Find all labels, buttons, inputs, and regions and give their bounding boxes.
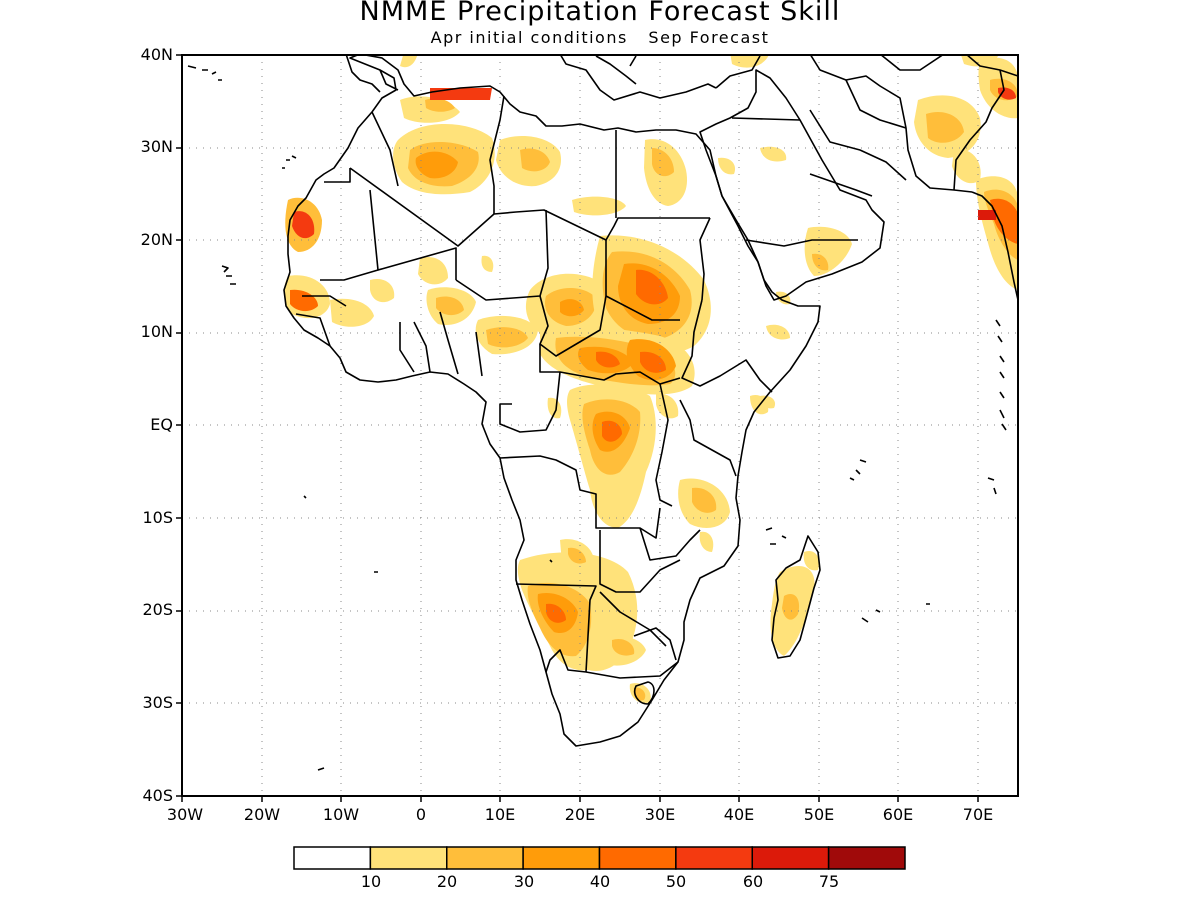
subtitle-initial-conditions: Apr initial conditions [430, 28, 628, 47]
lon-tick-label: 30W [166, 805, 204, 824]
lon-tick-label: 50E [803, 805, 835, 824]
colorbar-label: 60 [742, 872, 764, 891]
colorbar-swatch [598, 846, 677, 870]
lat-tick-label: 40N [140, 45, 173, 64]
colorbar-label: 40 [589, 872, 611, 891]
lon-tick-label: 40E [723, 805, 755, 824]
colorbar-swatch [751, 846, 830, 870]
colorbar [293, 846, 906, 870]
axis-ticks [176, 54, 979, 802]
lon-tick-label: 0 [415, 805, 427, 824]
chart-title: NMME Precipitation Forecast Skill [359, 0, 841, 27]
colorbar-label: 75 [818, 872, 840, 891]
colorbar-swatch [293, 846, 372, 870]
colorbar-label: 20 [436, 872, 458, 891]
colorbar-swatch [827, 846, 906, 870]
colorbar-swatch [675, 846, 753, 870]
colorbar-label: 10 [360, 872, 382, 891]
lat-tick-label: 30S [142, 693, 173, 712]
lat-tick-label: 10S [142, 508, 173, 527]
subtitle-forecast: Sep Forecast [648, 28, 770, 47]
lat-tick-label: 30N [140, 137, 173, 156]
colorbar-label: 50 [665, 872, 687, 891]
lat-tick-label: 40S [142, 786, 173, 805]
colorbar-swatch [369, 846, 448, 870]
lon-tick-label: 20W [243, 805, 281, 824]
colorbar-swatch [446, 846, 524, 870]
colorbar-swatch [522, 846, 601, 870]
chart-subtitle: Apr initial conditions Sep Forecast [0, 28, 1200, 47]
lon-tick-label: 30E [644, 805, 676, 824]
lon-tick-label: 70E [962, 805, 994, 824]
lon-tick-label: 10E [484, 805, 516, 824]
lat-tick-label: 10N [140, 322, 173, 341]
skill-shading [283, 55, 1018, 704]
lat-tick-label: 20S [142, 600, 173, 619]
lon-tick-label: 60E [882, 805, 914, 824]
coastlines-and-borders [187, 55, 1018, 771]
lat-tick-label: 20N [140, 230, 173, 249]
lon-tick-label: 10W [322, 805, 360, 824]
lon-tick-label: 20E [564, 805, 596, 824]
lat-tick-label: EQ [150, 415, 173, 434]
colorbar-label: 30 [513, 872, 535, 891]
